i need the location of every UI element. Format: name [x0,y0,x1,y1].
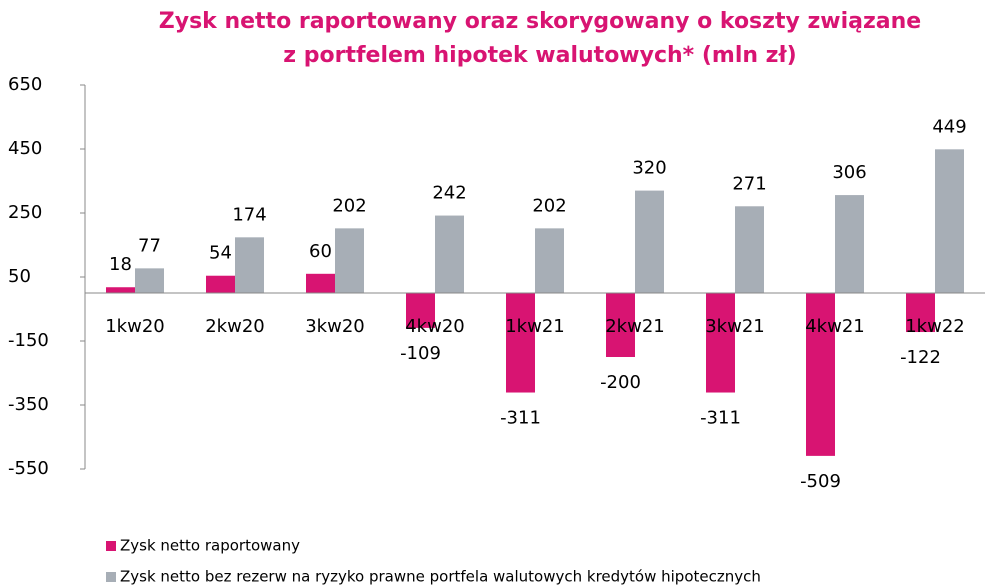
y-tick-label: 650 [8,74,42,95]
x-tick-label: 1kw20 [105,316,165,337]
y-tick-label: -350 [8,394,49,415]
y-tick-label: 450 [8,138,42,159]
data-label: 242 [432,183,466,204]
data-label: 174 [232,204,266,225]
bar [735,206,764,293]
bar [806,293,835,456]
x-tick-label: 2kw20 [205,316,265,337]
chart-title: z portfelem hipotek walutowych* (mln zł) [283,43,796,68]
x-tick-label: 4kw20 [405,316,465,337]
bar [635,190,664,293]
x-tick-label: 1kw21 [505,316,565,337]
x-tick-label: 3kw20 [305,316,365,337]
bar [835,195,864,293]
legend-swatch [106,541,116,551]
bar [535,228,564,293]
data-label: 320 [632,158,666,179]
bar [306,273,335,293]
data-label: -122 [900,347,941,368]
x-tick-label: 1kw22 [905,316,965,337]
data-label: 449 [932,116,966,137]
x-tick-label: 4kw21 [805,316,865,337]
bar [935,149,964,293]
y-tick-label: 250 [8,202,42,223]
bar [606,293,635,357]
data-label: 54 [209,243,232,264]
bar [335,228,364,293]
data-label: 306 [832,162,866,183]
y-tick-label: -150 [8,330,49,351]
data-label: -311 [700,408,741,429]
data-label: 60 [309,241,332,262]
bar [406,293,435,328]
chart-title: Zysk netto raportowany oraz skorygowany … [159,9,921,34]
legend-swatch [106,572,116,582]
data-label: 271 [732,173,766,194]
data-label: 18 [109,254,132,275]
data-label: 202 [332,195,366,216]
bar [435,215,464,293]
bar [106,287,135,293]
data-label: -109 [400,343,441,364]
data-label: -311 [500,408,541,429]
bar [506,293,535,393]
bar [235,237,264,293]
data-label: -509 [800,471,841,492]
y-tick-label: -550 [8,458,49,479]
x-tick-label: 3kw21 [705,316,765,337]
bar [135,268,164,293]
bar [206,275,235,293]
data-label: 77 [138,235,161,256]
legend-label: Zysk netto raportowany [120,537,300,555]
y-tick-label: 50 [8,266,31,287]
data-label: -200 [600,372,641,393]
data-label: 202 [532,195,566,216]
bar [706,293,735,393]
bar [906,293,935,333]
legend-label: Zysk netto bez rezerw na ryzyko prawne p… [120,568,761,586]
x-tick-label: 2kw21 [605,316,665,337]
